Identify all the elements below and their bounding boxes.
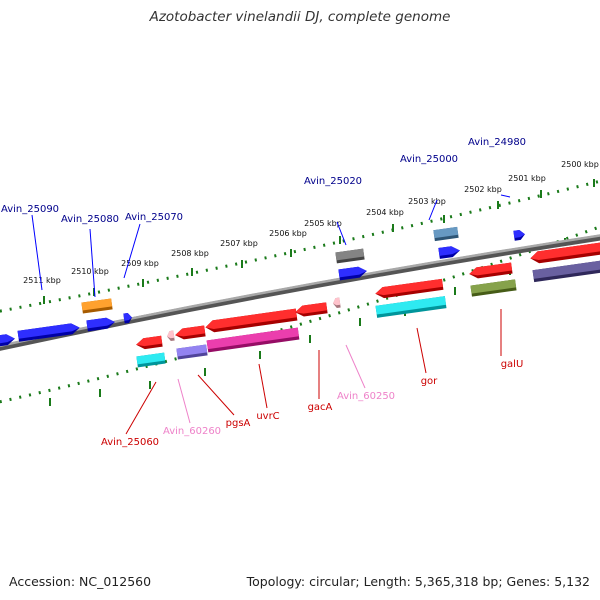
leader-line	[197, 374, 235, 416]
gene-label: gor	[421, 376, 438, 387]
feature-labels: Avin_24980 Avin_25000 Avin_25020 Avin_25070…	[1, 137, 526, 448]
gene-box	[335, 248, 365, 264]
backbone-shadow	[0, 234, 600, 351]
scale-label: 2506 kbp	[269, 229, 307, 238]
accession-text: Accession: NC_012560	[9, 574, 152, 589]
scale-label: 2501 kbp	[508, 174, 546, 183]
gene-box	[136, 352, 166, 368]
gene-arrow	[469, 262, 513, 279]
gene-label: gacA	[308, 402, 333, 413]
leader-line	[416, 327, 427, 374]
leader-line	[123, 223, 141, 279]
scale-label: 2510 kbp	[71, 267, 109, 276]
gene-arrow	[0, 334, 15, 347]
outer-ruler-dots	[0, 179, 600, 313]
scale-label: 2509 kbp	[121, 259, 159, 268]
gene-label: Avin_25020	[304, 176, 362, 187]
gene-arrow	[513, 229, 525, 241]
gene-arrow	[438, 246, 460, 259]
gene-label: uvrC	[256, 411, 279, 422]
leader-line	[89, 228, 96, 298]
gene-features	[0, 226, 600, 368]
gene-box	[206, 327, 300, 353]
leader-line	[177, 378, 191, 424]
scale-label: 2503 kbp	[408, 197, 446, 206]
gene-arrow	[205, 308, 298, 333]
map-title: Azotobacter vinelandii DJ, complete geno…	[149, 9, 451, 25]
gene-label: Avin_25060	[101, 437, 159, 448]
gene-label: Avin_60260	[163, 426, 221, 437]
gene-label: Avin_25070	[125, 212, 183, 223]
gene-label: pgsA	[226, 418, 251, 429]
gene-arrow	[136, 335, 163, 350]
gene-box	[81, 298, 113, 314]
gene-box	[470, 279, 517, 297]
gene-arrow	[338, 266, 367, 281]
gene-arrow	[123, 312, 132, 324]
scale-label: 2500 kbp	[561, 160, 599, 169]
gene-label: Avin_25080	[61, 214, 119, 225]
gene-label: Avin_25090	[1, 204, 59, 215]
leader-line	[125, 381, 157, 435]
scale-rulers: 2500 kbp 2501 kbp 2502 kbp 2503 kbp 2504 kbp…	[0, 160, 600, 406]
gene-box	[375, 296, 447, 318]
leader-line	[31, 214, 43, 291]
gene-box	[532, 259, 600, 283]
scale-label: 2507 kbp	[220, 239, 258, 248]
scale-label: 2511 kbp	[23, 276, 61, 285]
scale-label: 2505 kbp	[304, 219, 342, 228]
gene-label: Avin_24980	[468, 137, 526, 148]
gene-arrow	[530, 241, 600, 264]
gene-label: Avin_60250	[337, 391, 395, 402]
gene-arrow	[375, 278, 444, 299]
gene-box	[433, 226, 459, 242]
gene-label: Avin_25000	[400, 154, 458, 165]
gene-arrow	[295, 302, 328, 317]
leader-line	[336, 221, 347, 246]
backbone-layer	[0, 234, 600, 351]
gene-arrow	[167, 330, 175, 342]
gene-arrow	[17, 323, 80, 342]
gene-arrow	[86, 317, 115, 332]
leader-line	[345, 344, 366, 389]
leader-line	[428, 199, 438, 221]
scale-label: 2508 kbp	[171, 249, 209, 258]
gene-label: galU	[501, 359, 524, 370]
gene-arrow	[333, 297, 341, 309]
leader-line	[258, 363, 268, 409]
scale-label: 2502 kbp	[464, 185, 502, 194]
gene-box	[176, 344, 208, 360]
scale-label: 2504 kbp	[366, 208, 404, 217]
topology-text: Topology: circular; Length: 5,365,318 bp…	[246, 574, 590, 589]
label-leader-lines	[31, 194, 511, 435]
leader-line	[500, 194, 511, 198]
gene-arrow	[175, 325, 206, 340]
